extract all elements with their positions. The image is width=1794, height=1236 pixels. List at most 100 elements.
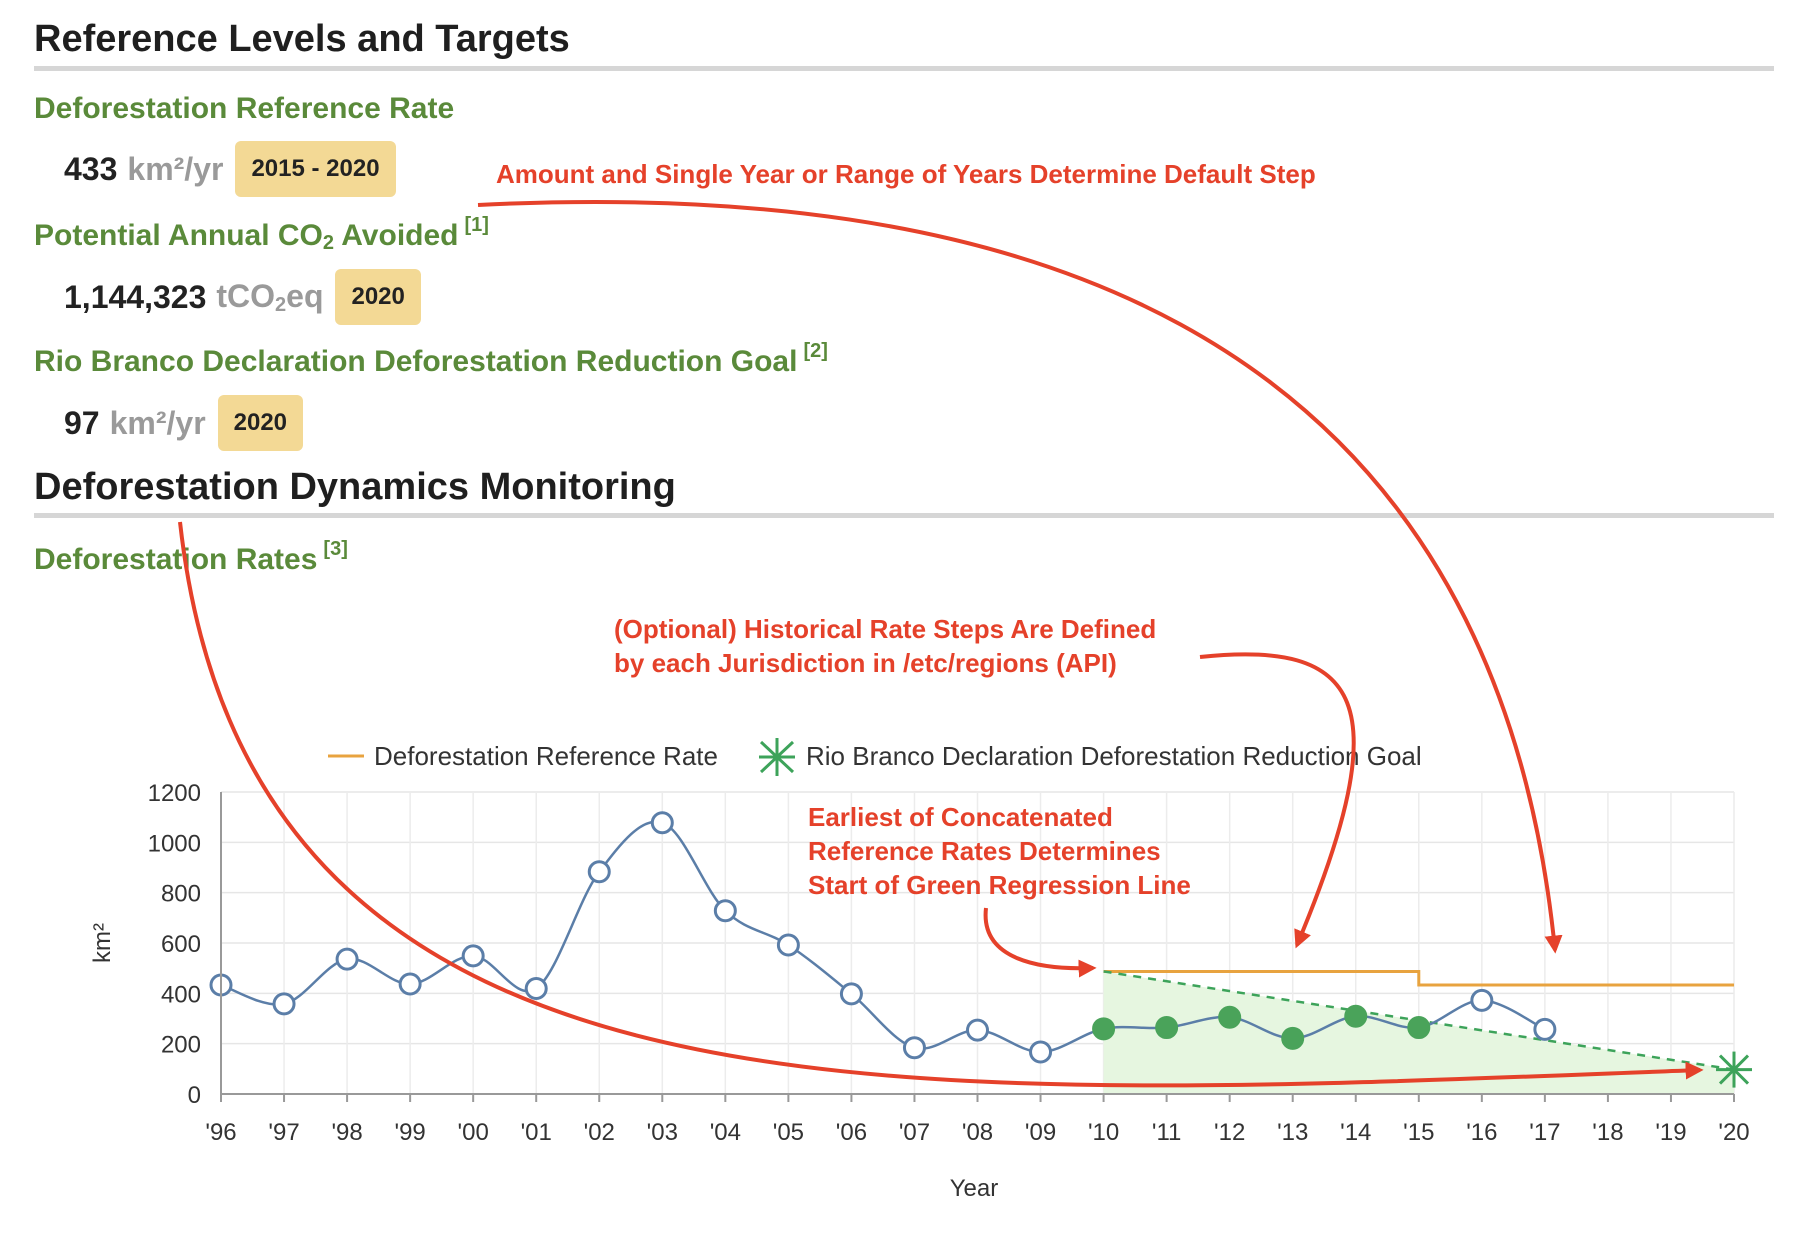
data-point-13 bbox=[1281, 1026, 1305, 1050]
data-point-06 bbox=[839, 982, 863, 1006]
x-tick-label: '06 bbox=[836, 1119, 867, 1146]
x-tick-label: '96 bbox=[205, 1119, 236, 1146]
reference-rate-heading: Deforestation Reference Rate bbox=[34, 92, 455, 125]
goal-heading-text: Rio Branco Declaration Deforestation Red… bbox=[34, 345, 798, 378]
x-tick-label: '98 bbox=[331, 1119, 362, 1146]
x-tick-label: '04 bbox=[710, 1119, 741, 1146]
data-point-08 bbox=[966, 1018, 989, 1042]
x-tick-label: '97 bbox=[268, 1119, 299, 1146]
x-tick-label: '12 bbox=[1214, 1119, 1245, 1146]
section-divider bbox=[34, 513, 1774, 518]
data-point-02 bbox=[587, 860, 611, 884]
x-tick-label: '01 bbox=[521, 1119, 552, 1146]
x-tick-label: '14 bbox=[1340, 1119, 1371, 1146]
footnote-3-link[interactable]: [3] bbox=[323, 538, 348, 560]
x-tick-label: '10 bbox=[1088, 1119, 1119, 1146]
co2-value: 1,144,323 bbox=[64, 278, 207, 315]
data-point-16 bbox=[1470, 988, 1494, 1012]
rates-heading-text: Deforestation Rates bbox=[34, 543, 318, 576]
data-point-17 bbox=[1533, 1017, 1557, 1041]
data-point-10 bbox=[1092, 1017, 1116, 1041]
data-point-15 bbox=[1407, 1016, 1431, 1040]
co2-unit-post: eq bbox=[286, 277, 324, 314]
x-tick-label: '09 bbox=[1025, 1119, 1056, 1146]
data-point-07 bbox=[902, 1036, 926, 1060]
arrow-historical-steps bbox=[1199, 652, 1356, 949]
reference-step-path bbox=[1103, 969, 1734, 987]
co2-heading-post: Avoided bbox=[334, 219, 459, 252]
data-point-00 bbox=[461, 944, 485, 968]
chart-axes: 0 200 400 600 800 1000 1200 '96 '97 '98 '99 '00 '01 '… bbox=[148, 780, 1750, 1146]
x-tick-label: '17 bbox=[1529, 1119, 1560, 1146]
y-tick-label: 1200 bbox=[148, 780, 201, 807]
chart-legend[interactable]: Deforestation Reference Rate Rio Branco … bbox=[328, 738, 1422, 776]
y-axis-title: km² bbox=[89, 923, 116, 963]
data-point-01 bbox=[524, 977, 548, 1001]
x-tick-label: '07 bbox=[899, 1119, 930, 1146]
reference-rate-years-badge: 2015 - 2020 bbox=[235, 141, 396, 197]
y-tick-label: 1000 bbox=[148, 830, 201, 857]
y-tick-label: 200 bbox=[161, 1032, 201, 1059]
goal-value: 97 bbox=[64, 404, 100, 441]
reference-section-title: Reference Levels and Targets bbox=[34, 18, 570, 60]
data-point-97 bbox=[272, 992, 296, 1016]
annotation-earliest-line3: Start of Green Regression Line bbox=[808, 870, 1191, 900]
arrow-default-step bbox=[477, 199, 1563, 954]
legend-reference-label[interactable]: Deforestation Reference Rate bbox=[374, 741, 718, 771]
reference-rate-metric: 433 km²/yr 2015 - 2020 bbox=[64, 140, 396, 198]
reference-rate-line bbox=[1103, 969, 1734, 987]
monitoring-section-title: Deforestation Dynamics Monitoring bbox=[34, 466, 676, 508]
x-tick-label: '13 bbox=[1277, 1119, 1308, 1146]
x-tick-label: '20 bbox=[1718, 1119, 1749, 1146]
reference-rate-value: 433 bbox=[64, 150, 118, 187]
goal-heading: Rio Branco Declaration Deforestation Red… bbox=[34, 340, 828, 379]
x-tick-label: '18 bbox=[1592, 1119, 1623, 1146]
x-tick-label: '05 bbox=[773, 1119, 804, 1146]
y-tick-label: 400 bbox=[161, 981, 201, 1008]
arrow-earliest-reference bbox=[983, 907, 1097, 978]
goal-unit: km²/yr bbox=[109, 404, 206, 441]
annotation-earliest-line1: Earliest of Concatenated bbox=[808, 802, 1113, 832]
section-divider bbox=[34, 66, 1774, 71]
annotation-earliest-line2: Reference Rates Determines bbox=[808, 836, 1161, 866]
annotation-layer: Amount and Single Year or Range of Years… bbox=[178, 159, 1704, 1088]
goal-year-badge: 2020 bbox=[217, 395, 304, 451]
annotation-default-step: Amount and Single Year or Range of Years… bbox=[496, 159, 1316, 189]
arrow-goal-start bbox=[178, 521, 1704, 1088]
reference-rate-unit: km²/yr bbox=[127, 150, 224, 187]
deforestation-rates-heading: Deforestation Rates [3] bbox=[34, 538, 348, 577]
co2-heading-sub: 2 bbox=[322, 232, 335, 254]
co2-unit: tCO2eq bbox=[216, 278, 323, 317]
x-tick-label: '11 bbox=[1152, 1119, 1182, 1146]
x-tick-label: '16 bbox=[1466, 1119, 1497, 1146]
data-point-03 bbox=[650, 811, 674, 835]
co2-unit-pre: tCO bbox=[216, 277, 276, 314]
annotation-historical-line1: (Optional) Historical Rate Steps Are Def… bbox=[614, 614, 1156, 644]
co2-unit-sub: 2 bbox=[275, 293, 287, 316]
goal-marker bbox=[1716, 1051, 1752, 1088]
co2-avoided-heading: Potential Annual CO2 Avoided [1] bbox=[34, 214, 489, 255]
data-point-98 bbox=[335, 947, 359, 971]
co2-metric: 1,144,323 tCO2eq 2020 bbox=[64, 268, 421, 326]
co2-year-badge: 2020 bbox=[335, 269, 421, 325]
data-point-12 bbox=[1218, 1005, 1242, 1029]
legend-goal-swatch bbox=[759, 738, 795, 776]
y-tick-label: 0 bbox=[188, 1082, 201, 1109]
data-point-05 bbox=[776, 933, 800, 957]
goal-metric: 97 km²/yr 2020 bbox=[64, 394, 304, 452]
x-axis-title: Year bbox=[950, 1175, 999, 1202]
annotation-historical-line2: by each Jurisdiction in /etc/regions (AP… bbox=[614, 648, 1117, 678]
x-tick-label: '02 bbox=[584, 1119, 615, 1146]
x-tick-label: '00 bbox=[458, 1119, 489, 1146]
x-tick-label: '08 bbox=[962, 1119, 993, 1146]
y-tick-label: 800 bbox=[161, 881, 201, 908]
deforestation-series-points bbox=[209, 811, 1557, 1064]
footnote-1-link[interactable]: [1] bbox=[464, 214, 489, 236]
footnote-2-link[interactable]: [2] bbox=[803, 340, 828, 362]
x-tick-label: '19 bbox=[1655, 1119, 1686, 1146]
legend-goal-label[interactable]: Rio Branco Declaration Deforestation Red… bbox=[806, 741, 1422, 771]
data-point-04 bbox=[713, 899, 737, 923]
x-tick-label: '03 bbox=[647, 1119, 678, 1146]
deforestation-rates-chart: 0 200 400 600 800 1000 1200 '96 '97 '98 '99 '00 '01 '… bbox=[89, 738, 1752, 1202]
